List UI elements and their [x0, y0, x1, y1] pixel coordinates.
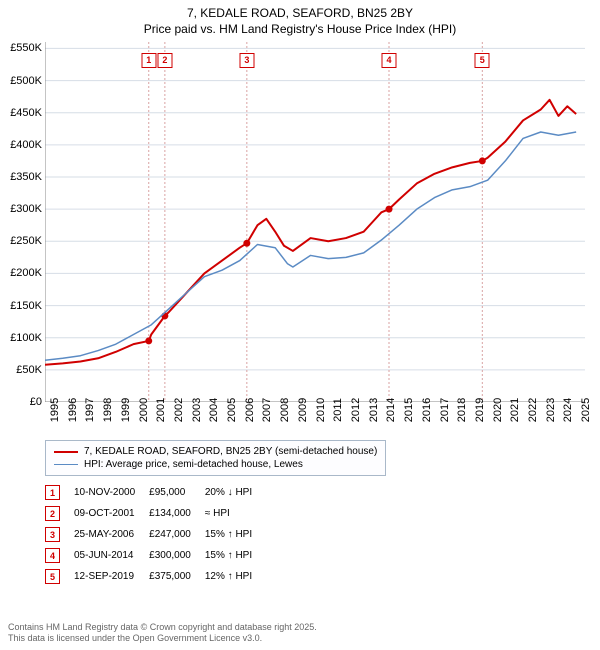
event-marker: 4: [382, 50, 397, 68]
x-tick-label: 2010: [315, 398, 327, 422]
title-line-1: 7, KEDALE ROAD, SEAFORD, BN25 2BY: [0, 6, 600, 22]
event-marker: 5: [475, 50, 490, 68]
footer-line-2: This data is licensed under the Open Gov…: [8, 633, 317, 644]
x-tick-label: 2014: [385, 398, 397, 422]
legend-label: HPI: Average price, semi-detached house,…: [84, 459, 303, 470]
tx-delta: 12% ↑ HPI: [205, 566, 266, 587]
tx-price: £134,000: [149, 503, 205, 524]
x-tick-label: 1996: [67, 398, 79, 422]
tx-date: 05-JUN-2014: [74, 545, 149, 566]
event-marker: 1: [141, 50, 156, 68]
x-tick-label: 2012: [350, 398, 362, 422]
x-tick-label: 2022: [527, 398, 539, 422]
transactions-table: 1 10-NOV-2000£95,00020% ↓ HPI 2 09-OCT-2001…: [45, 482, 266, 587]
x-tick-label: 2024: [562, 398, 574, 422]
x-tick-label: 1995: [49, 398, 61, 422]
tx-marker: 2: [45, 506, 60, 521]
x-tick-label: 2000: [138, 398, 150, 422]
legend: 7, KEDALE ROAD, SEAFORD, BN25 2BY (semi-…: [45, 440, 386, 476]
x-tick-label: 2015: [403, 398, 415, 422]
y-tick-label: £400K: [2, 139, 42, 151]
y-tick-label: £250K: [2, 235, 42, 247]
legend-item: 7, KEDALE ROAD, SEAFORD, BN25 2BY (semi-…: [54, 445, 377, 458]
x-tick-label: 2023: [545, 398, 557, 422]
x-tick-label: 2019: [474, 398, 486, 422]
x-tick-label: 2006: [244, 398, 256, 422]
event-marker: 2: [157, 50, 172, 68]
x-tick-label: 2003: [191, 398, 203, 422]
tx-price: £300,000: [149, 545, 205, 566]
y-tick-label: £300K: [2, 203, 42, 215]
attribution-footer: Contains HM Land Registry data © Crown c…: [8, 622, 317, 644]
y-tick-label: £550K: [2, 42, 42, 54]
y-tick-label: £500K: [2, 75, 42, 87]
table-row: 2 09-OCT-2001£134,000≈ HPI: [45, 503, 266, 524]
chart-container: 7, KEDALE ROAD, SEAFORD, BN25 2BY Price …: [0, 0, 600, 650]
tx-marker: 5: [45, 569, 60, 584]
x-tick-label: 2002: [173, 398, 185, 422]
y-tick-label: £100K: [2, 332, 42, 344]
x-tick-label: 2004: [208, 398, 220, 422]
x-tick-label: 2009: [297, 398, 309, 422]
legend-label: 7, KEDALE ROAD, SEAFORD, BN25 2BY (semi-…: [84, 446, 377, 457]
x-tick-label: 2011: [332, 398, 344, 422]
tx-date: 10-NOV-2000: [74, 482, 149, 503]
tx-price: £247,000: [149, 524, 205, 545]
tx-date: 12-SEP-2019: [74, 566, 149, 587]
tx-date: 09-OCT-2001: [74, 503, 149, 524]
x-tick-label: 1998: [102, 398, 114, 422]
tx-marker: 3: [45, 527, 60, 542]
x-tick-label: 2013: [368, 398, 380, 422]
x-tick-label: 2007: [261, 398, 273, 422]
tx-delta: 15% ↑ HPI: [205, 545, 266, 566]
y-tick-label: £200K: [2, 267, 42, 279]
tx-delta: 15% ↑ HPI: [205, 524, 266, 545]
table-row: 3 25-MAY-2006£247,00015% ↑ HPI: [45, 524, 266, 545]
tx-date: 25-MAY-2006: [74, 524, 149, 545]
x-tick-label: 2008: [279, 398, 291, 422]
chart-title: 7, KEDALE ROAD, SEAFORD, BN25 2BY Price …: [0, 0, 600, 37]
x-tick-label: 2001: [155, 398, 167, 422]
x-tick-label: 1999: [120, 398, 132, 422]
y-tick-label: £0: [2, 396, 42, 408]
x-tick-label: 2017: [439, 398, 451, 422]
y-tick-label: £50K: [2, 364, 42, 376]
footer-line-1: Contains HM Land Registry data © Crown c…: [8, 622, 317, 633]
legend-item: HPI: Average price, semi-detached house,…: [54, 458, 377, 471]
tx-price: £375,000: [149, 566, 205, 587]
tx-marker: 4: [45, 548, 60, 563]
x-tick-label: 2018: [456, 398, 468, 422]
x-tick-label: 2021: [509, 398, 521, 422]
table-row: 4 05-JUN-2014£300,00015% ↑ HPI: [45, 545, 266, 566]
x-tick-label: 2016: [421, 398, 433, 422]
table-row: 5 12-SEP-2019£375,00012% ↑ HPI: [45, 566, 266, 587]
title-line-2: Price paid vs. HM Land Registry's House …: [0, 22, 600, 38]
tx-delta: 20% ↓ HPI: [205, 482, 266, 503]
event-marker: 3: [239, 50, 254, 68]
x-tick-label: 1997: [84, 398, 96, 422]
y-tick-label: £450K: [2, 107, 42, 119]
chart-svg: [45, 42, 585, 402]
y-tick-label: £350K: [2, 171, 42, 183]
tx-price: £95,000: [149, 482, 205, 503]
table-row: 1 10-NOV-2000£95,00020% ↓ HPI: [45, 482, 266, 503]
tx-marker: 1: [45, 485, 60, 500]
tx-delta: ≈ HPI: [205, 503, 266, 524]
x-tick-label: 2005: [226, 398, 238, 422]
y-tick-label: £150K: [2, 300, 42, 312]
x-tick-label: 2025: [580, 398, 592, 422]
x-tick-label: 2020: [492, 398, 504, 422]
chart-plot-area: 12 3 4 5: [45, 42, 585, 402]
